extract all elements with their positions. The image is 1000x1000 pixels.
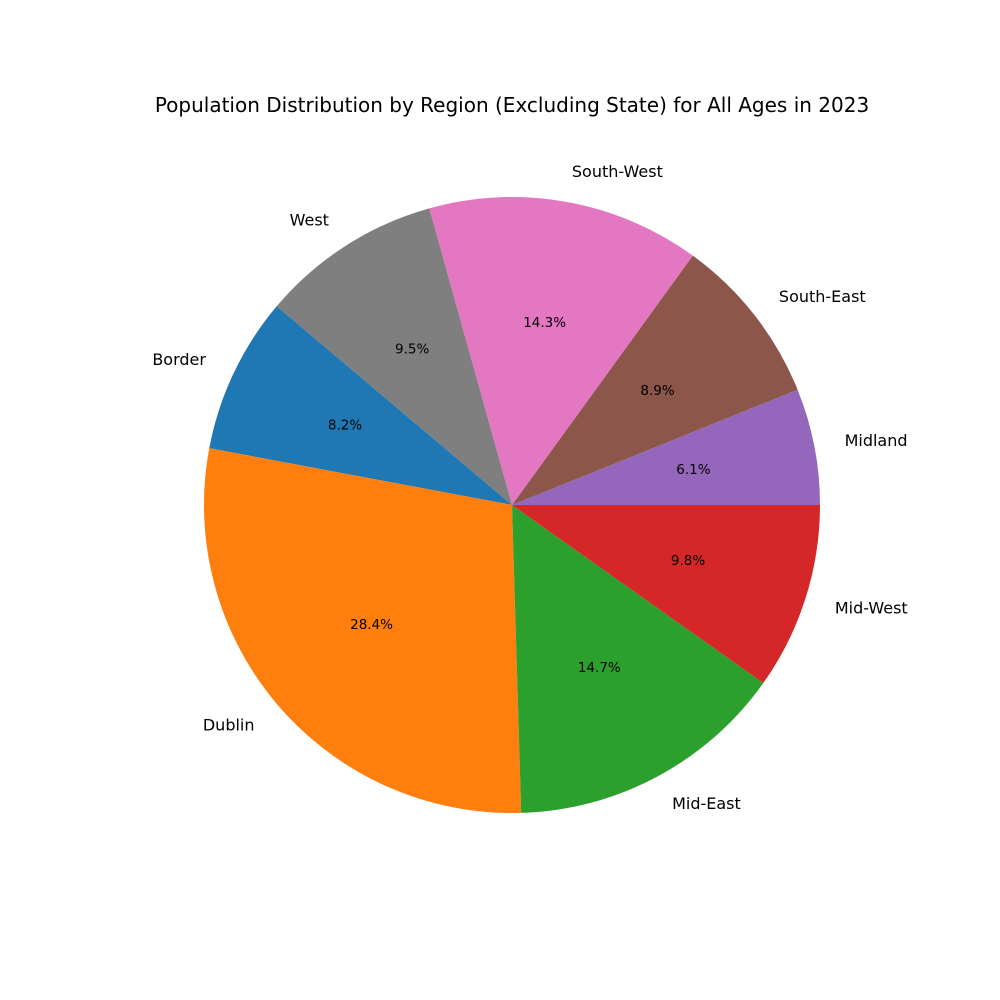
slice-west: [276, 208, 512, 505]
category-labels: Midland South-East South-West West Border Dub…: [152, 162, 907, 813]
slice-mid-east: [512, 505, 764, 813]
slice-south-east: [512, 255, 798, 505]
percent-label-dublin: 28.4%: [350, 617, 393, 633]
category-label-south-west: South-West: [572, 162, 663, 181]
category-label-midland: Midland: [845, 431, 908, 450]
percent-label-south-east: 8.9%: [640, 383, 674, 399]
slice-south-west: [429, 197, 693, 506]
percent-labels: 6.1% 8.9% 14.3% 9.5% 8.2% 28.4% 14.7% 9.8%: [328, 315, 711, 676]
category-label-border: Border: [152, 350, 206, 369]
percent-label-border: 8.2%: [328, 418, 362, 434]
percent-label-west: 9.5%: [395, 341, 429, 357]
slice-midland: [512, 389, 820, 505]
category-label-dublin: Dublin: [203, 716, 255, 735]
pie-slices: [203, 197, 820, 813]
category-label-south-east: South-East: [779, 287, 866, 306]
percent-label-mid-east: 14.7%: [578, 660, 621, 676]
percent-label-south-west: 14.3%: [523, 315, 566, 331]
category-label-west: West: [290, 210, 329, 229]
percent-label-mid-west: 9.8%: [671, 553, 705, 569]
category-label-mid-west: Mid-West: [835, 598, 908, 617]
category-label-mid-east: Mid-East: [672, 794, 741, 813]
percent-label-midland: 6.1%: [676, 462, 710, 478]
slice-dublin: [203, 448, 522, 813]
chart-title: Population Distribution by Region (Exclu…: [155, 93, 869, 117]
slice-mid-west: [512, 505, 820, 684]
slice-border: [209, 306, 512, 505]
